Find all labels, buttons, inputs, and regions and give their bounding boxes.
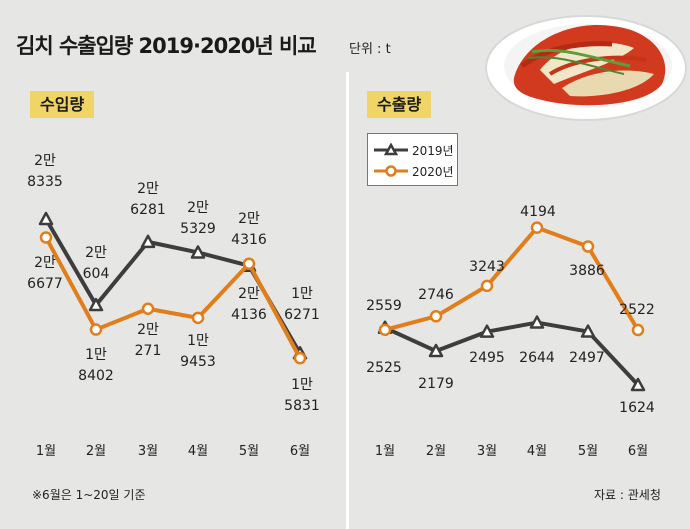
- export-data-label: 3886: [569, 263, 605, 279]
- import-data-label: 1만 8402: [78, 347, 114, 384]
- export-data-label: 4194: [520, 204, 556, 220]
- import-point-2019: [140, 234, 156, 249]
- legend: 2019년 2020년: [367, 133, 458, 186]
- import-data-label: 2만 271: [135, 322, 162, 359]
- import-data-label: 1만 6271: [284, 286, 320, 323]
- export-point-2020: [429, 310, 443, 323]
- legend-label-2020: 2020년: [412, 164, 454, 179]
- export-data-label: 1624: [619, 400, 655, 416]
- footnote: ※6월은 1~20일 기준: [32, 488, 146, 502]
- import-x-tick: 4월: [188, 444, 208, 459]
- import-panel-label: 수입량: [30, 91, 95, 118]
- export-point-2020: [530, 221, 544, 234]
- export-point-2020: [631, 323, 645, 337]
- import-point-2020: [39, 231, 53, 244]
- legend-item-2020: 2020년: [374, 162, 454, 180]
- export-series-line-2019년: [384, 320, 640, 387]
- import-data-label: 2만 6677: [27, 255, 63, 292]
- export-point-2020: [378, 323, 392, 337]
- export-data-label: 2497: [569, 350, 605, 366]
- export-point-2019: [479, 324, 495, 338]
- import-x-tick: 5월: [239, 444, 259, 459]
- import-point-2020: [293, 351, 307, 365]
- export-data-label: 3243: [469, 259, 505, 275]
- export-x-tick: 6월: [628, 444, 648, 459]
- import-point-2020: [191, 311, 205, 325]
- export-data-label: 2179: [418, 376, 454, 392]
- source-note: 자료 : 관세청: [594, 488, 661, 502]
- legend-label-2019: 2019년: [412, 143, 454, 158]
- export-point-2019: [428, 343, 444, 358]
- export-x-tick: 4월: [527, 444, 547, 459]
- import-data-label: 2만 604: [83, 245, 110, 282]
- kimchi-photo: [485, 15, 687, 121]
- triangle-marker-icon: [374, 143, 408, 156]
- import-data-label: 2만 8335: [27, 153, 63, 190]
- import-x-tick: 3월: [138, 444, 158, 459]
- export-point-2020: [480, 279, 494, 293]
- import-data-label: 2만 5329: [180, 200, 216, 237]
- import-series-line-2020년: [44, 236, 302, 360]
- import-point-2019: [190, 245, 206, 259]
- export-data-label: 2746: [418, 287, 454, 303]
- export-point-2020: [581, 240, 595, 253]
- export-point-2019: [580, 324, 596, 338]
- export-data-label: 2559: [366, 298, 402, 314]
- export-data-label: 2644: [519, 350, 555, 366]
- export-point-2019: [529, 315, 545, 329]
- import-point-2020: [89, 323, 103, 336]
- export-data-label: 2522: [619, 302, 655, 318]
- page-title: 김치 수출입량 2019·2020년 비교: [16, 34, 317, 58]
- import-point-2020: [242, 257, 256, 270]
- import-data-label: 2만 4136: [231, 286, 267, 323]
- unit-label: 단위 : t: [349, 42, 391, 57]
- circle-marker-icon: [374, 165, 408, 177]
- export-x-tick: 3월: [477, 444, 497, 459]
- import-data-label: 2만 4316: [231, 211, 267, 248]
- panel-divider: [346, 72, 349, 529]
- import-data-label: 1만 5831: [284, 377, 320, 414]
- import-data-label: 1만 9453: [180, 333, 216, 370]
- export-data-label: 2525: [366, 360, 402, 376]
- legend-item-2019: 2019년: [374, 141, 454, 159]
- import-x-tick: 6월: [290, 444, 310, 459]
- export-x-tick: 1월: [375, 444, 395, 459]
- import-point-2019: [88, 297, 104, 312]
- import-x-tick: 1월: [36, 444, 56, 459]
- import-x-tick: 2월: [86, 444, 106, 459]
- export-point-2019: [630, 377, 646, 392]
- import-point-2019: [38, 211, 54, 226]
- import-point-2020: [141, 302, 155, 316]
- export-series-line-2020년: [384, 225, 640, 332]
- export-data-label: 2495: [469, 350, 505, 366]
- export-panel-label: 수출량: [367, 91, 432, 118]
- export-x-tick: 5월: [578, 444, 598, 459]
- export-x-tick: 2월: [426, 444, 446, 459]
- import-data-label: 2만 6281: [130, 181, 166, 218]
